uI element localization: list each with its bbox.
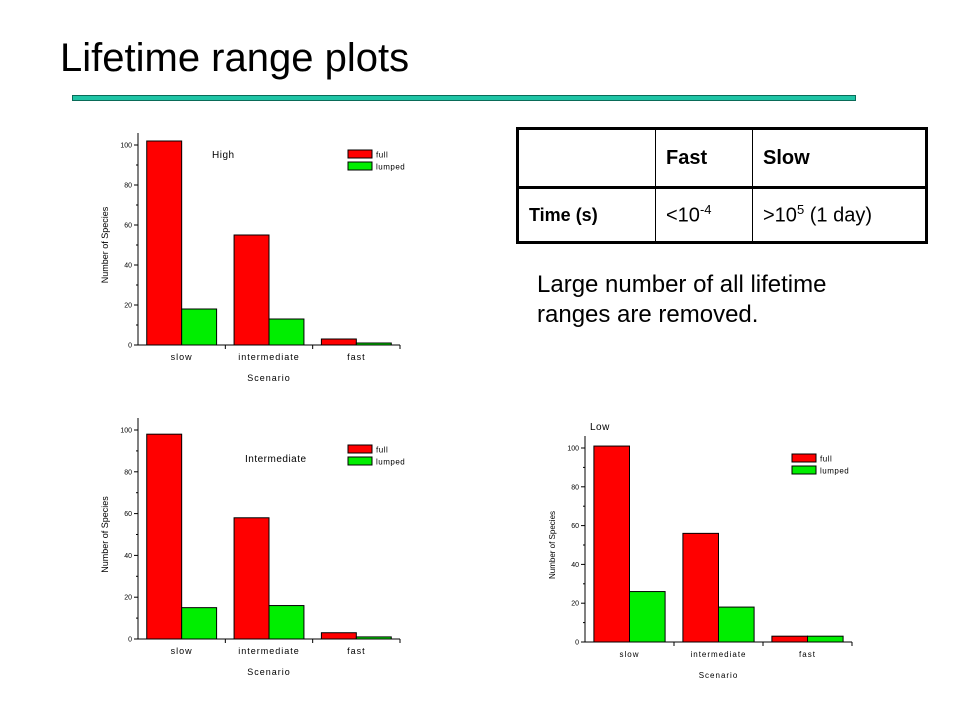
x-axis-label: Scenario	[699, 671, 739, 680]
slow-base: >10	[763, 204, 797, 227]
y-tick-label: 40	[124, 263, 132, 270]
x-tick-label: intermediate	[238, 352, 300, 362]
bar-full-fast	[771, 635, 808, 643]
y-tick-label: 100	[567, 446, 579, 453]
legend-swatch-full	[791, 453, 817, 463]
y-tick-label: 80	[124, 469, 132, 476]
y-tick-label: 100	[120, 143, 132, 150]
legend-label-full: full	[376, 446, 388, 455]
bar-lumped-fast	[355, 342, 392, 346]
chart-low: 0 20 40 60 80 100 slow intermediate fast Scenario…	[540, 412, 880, 680]
chart-intermediate: 0 20 40 60 80 100 slow intermediate fast Scenario…	[90, 415, 435, 683]
legend-label-lumped: lumped	[376, 458, 405, 467]
table-row: Time (s) <10-4 >105 (1 day)	[517, 187, 927, 243]
table-cell-slow: >105 (1 day)	[752, 187, 927, 243]
slide-title: Lifetime range plots	[60, 36, 410, 80]
bar-lumped-fast	[355, 636, 392, 640]
y-tick-label: 60	[124, 511, 132, 518]
bar-lumped-fast	[807, 635, 844, 643]
legend-label-full: full	[376, 151, 388, 160]
chart-title: Intermediate	[245, 454, 307, 465]
bar-lumped-intermediate	[268, 318, 305, 346]
legend-swatch-lumped	[347, 456, 373, 466]
y-tick-label: 20	[124, 595, 132, 602]
y-tick-label: 40	[124, 553, 132, 560]
table-header-empty	[517, 128, 656, 189]
bar-full-fast	[320, 632, 357, 640]
y-axis-label: Number of Species	[100, 496, 110, 573]
chart-svg: 0 20 40 60 80 100 slow intermediate fast Scenario…	[100, 418, 405, 677]
bar-full-slow	[146, 433, 183, 640]
fast-base: <10	[666, 204, 700, 227]
y-tick-label: 20	[571, 601, 579, 608]
x-axis-label: Scenario	[247, 667, 291, 677]
bar-lumped-intermediate	[718, 606, 755, 643]
y-tick-label: 20	[124, 303, 132, 310]
bar-lumped-slow	[181, 308, 218, 346]
table-header-slow: Slow	[752, 128, 927, 189]
bar-full-intermediate	[233, 234, 270, 346]
bar-full-intermediate	[682, 532, 719, 643]
chart-title: Low	[590, 422, 610, 433]
chart-svg: 0 20 40 60 80 100 slow intermediate fast Scenario…	[100, 133, 405, 383]
x-axis-label: Scenario	[247, 373, 291, 383]
chart-high: 0 20 40 60 80 100 slow intermediate fast Scenario…	[90, 120, 435, 392]
y-tick-label: 80	[571, 484, 579, 491]
table-header-fast: Fast	[655, 128, 753, 189]
x-tick-label: fast	[347, 646, 366, 656]
bar-lumped-slow	[629, 591, 666, 643]
y-tick-label: 0	[128, 343, 132, 350]
fast-exponent: -4	[699, 202, 712, 218]
y-tick-label: 40	[571, 562, 579, 569]
x-tick-label: slow	[619, 650, 639, 659]
x-tick-label: intermediate	[238, 646, 300, 656]
y-tick-label: 60	[571, 523, 579, 530]
x-tick-label: intermediate	[690, 650, 746, 659]
legend-label-lumped: lumped	[376, 163, 405, 172]
x-tick-label: fast	[799, 650, 816, 659]
chart-title: High	[212, 150, 235, 161]
table-row-label: Time (s)	[517, 187, 656, 243]
bar-full-slow	[146, 140, 183, 346]
y-tick-label: 100	[120, 428, 132, 435]
x-tick-label: slow	[171, 352, 193, 362]
y-tick-label: 60	[124, 223, 132, 230]
note-text: Large number of all lifetime ranges are …	[537, 271, 827, 328]
y-axis-label: Number of Species	[100, 206, 110, 283]
y-axis-label: Number of Species	[548, 511, 557, 579]
table-cell-fast: <10-4	[655, 187, 753, 243]
bar-full-intermediate	[233, 517, 270, 640]
chart-svg: 0 20 40 60 80 100 slow intermediate fast Scenario…	[548, 422, 853, 680]
legend-swatch-full	[347, 149, 373, 159]
title-underline	[72, 95, 856, 101]
legend-label-lumped: lumped	[820, 467, 849, 476]
slow-exponent: 5	[796, 202, 805, 218]
table-header-row: Fast Slow	[517, 128, 927, 189]
bar-full-fast	[320, 338, 357, 346]
bar-lumped-slow	[181, 607, 218, 640]
y-tick-label: 80	[124, 183, 132, 190]
y-tick-label: 0	[128, 637, 132, 644]
bar-full-slow	[593, 445, 630, 643]
slow-suffix: (1 day)	[804, 204, 872, 227]
lifetime-table: Fast Slow Time (s) <10-4 >105 (1 day)	[516, 127, 928, 244]
bar-lumped-intermediate	[268, 605, 305, 640]
legend-label-full: full	[820, 455, 832, 464]
x-tick-label: fast	[347, 352, 366, 362]
y-tick-label: 0	[575, 640, 579, 647]
legend-swatch-lumped	[791, 465, 817, 475]
legend-swatch-lumped	[347, 161, 373, 171]
legend-swatch-full	[347, 444, 373, 454]
x-tick-label: slow	[171, 646, 193, 656]
